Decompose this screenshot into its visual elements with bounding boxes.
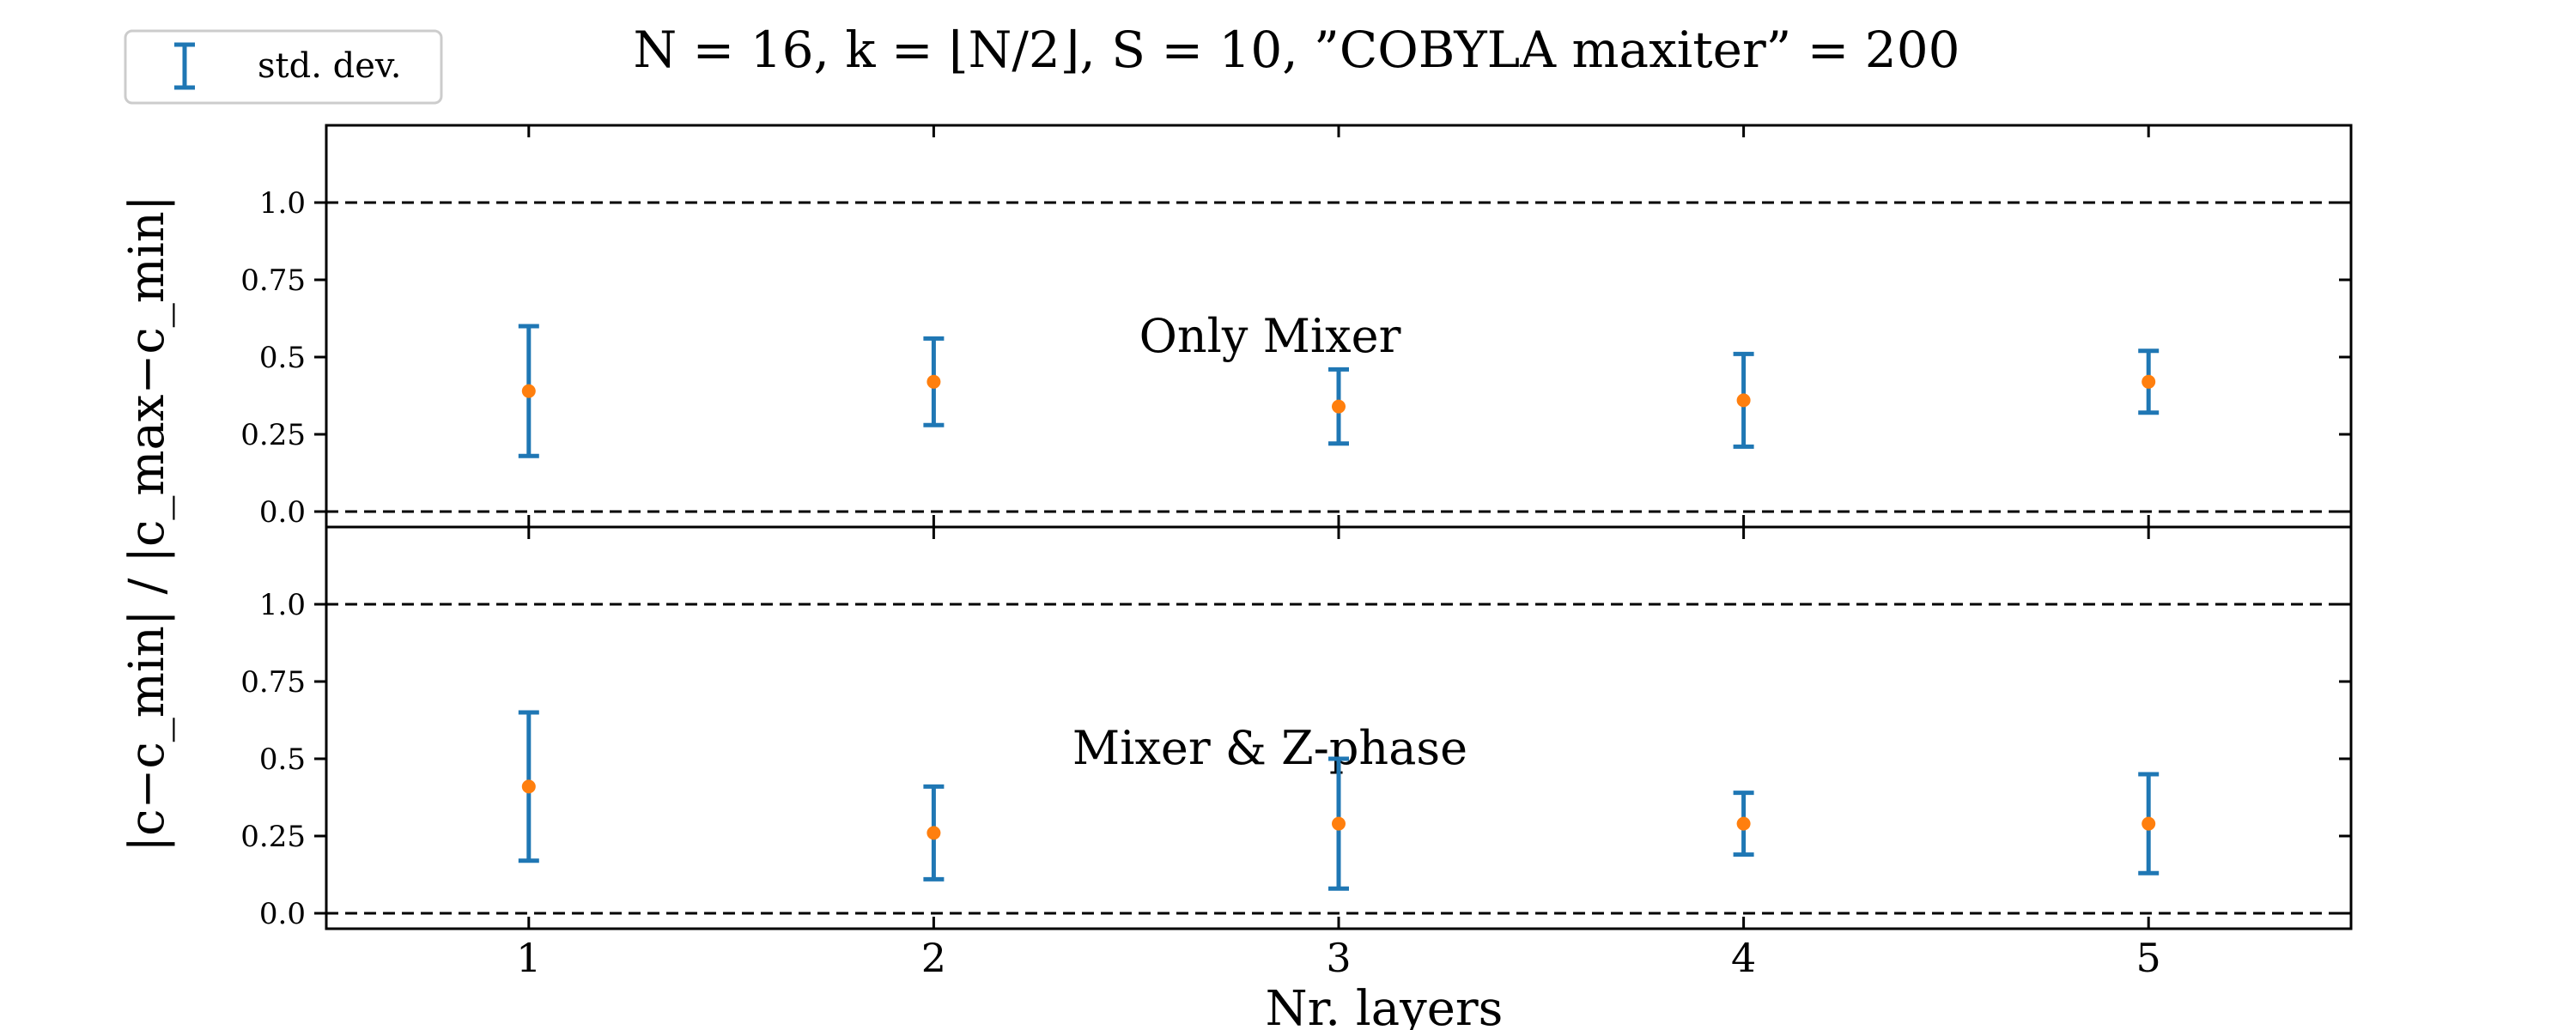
x-tick-label: 4 <box>1731 935 1756 981</box>
x-tick-labels: 1 2 3 4 5 <box>516 935 2161 981</box>
legend-label: std. dev. <box>258 46 401 86</box>
legend-box <box>124 29 443 105</box>
panel-mixer-z-phase: 0.0 0.25 0.5 0.75 1.0 Mixer & Z-phase <box>240 525 2353 931</box>
y-tick-label: 0.25 <box>240 820 306 854</box>
y-tick-label: 0.75 <box>240 264 306 298</box>
mean-marker <box>927 374 941 389</box>
y-tick-label: 0.75 <box>240 665 306 700</box>
mean-marker <box>521 384 536 398</box>
x-tick-label: 1 <box>516 935 541 981</box>
errorbar-3 <box>1328 367 1349 446</box>
errorbar-4 <box>1733 351 1754 449</box>
legend-errorbar-icon <box>174 42 195 90</box>
y-axis-title: |c−c_min| / |c_max−c_min| <box>119 195 175 851</box>
mean-marker <box>1736 393 1751 408</box>
errorbar-3 <box>1328 756 1349 891</box>
errorbar-2 <box>923 336 945 427</box>
y-tick-label: 0.25 <box>240 418 306 452</box>
errorbar-1 <box>518 710 539 863</box>
errorbar-5 <box>2138 772 2160 876</box>
mean-marker <box>1736 816 1751 831</box>
errorbar-1 <box>518 324 539 458</box>
mean-marker <box>1332 816 1346 831</box>
mean-marker <box>927 826 941 840</box>
x-tick-label: 2 <box>921 935 946 981</box>
panel-label: Mixer & Z-phase <box>1072 721 1467 775</box>
y-tick-label: 0.5 <box>259 742 306 777</box>
y-tick-label: 0.0 <box>259 495 306 530</box>
panel-label: Only Mixer <box>1139 309 1401 363</box>
mean-marker <box>2142 374 2156 389</box>
errorbar-4 <box>1733 791 1754 857</box>
chart-title: N = 16, k = ⌊N/2⌋, S = 10, ”COBYLA maxit… <box>633 21 1959 79</box>
errorbar-2 <box>923 784 945 882</box>
x-tick-label: 3 <box>1326 935 1351 981</box>
mean-marker <box>521 779 536 794</box>
y-tick-label: 0.0 <box>259 897 306 931</box>
x-tick-label: 5 <box>2136 935 2161 981</box>
y-tick-label: 1.0 <box>259 588 306 622</box>
y-tick-label: 1.0 <box>259 186 306 221</box>
legend: std. dev. <box>124 29 443 105</box>
x-axis-title: Nr. layers <box>1266 981 1504 1030</box>
mean-marker <box>2142 816 2156 831</box>
mean-marker <box>1332 399 1346 414</box>
y-tick-label: 0.5 <box>259 341 306 375</box>
panel-only-mixer: 0.0 0.25 0.5 0.75 1.0 Only Mixer <box>240 124 2353 530</box>
errorbar-5 <box>2138 348 2160 415</box>
